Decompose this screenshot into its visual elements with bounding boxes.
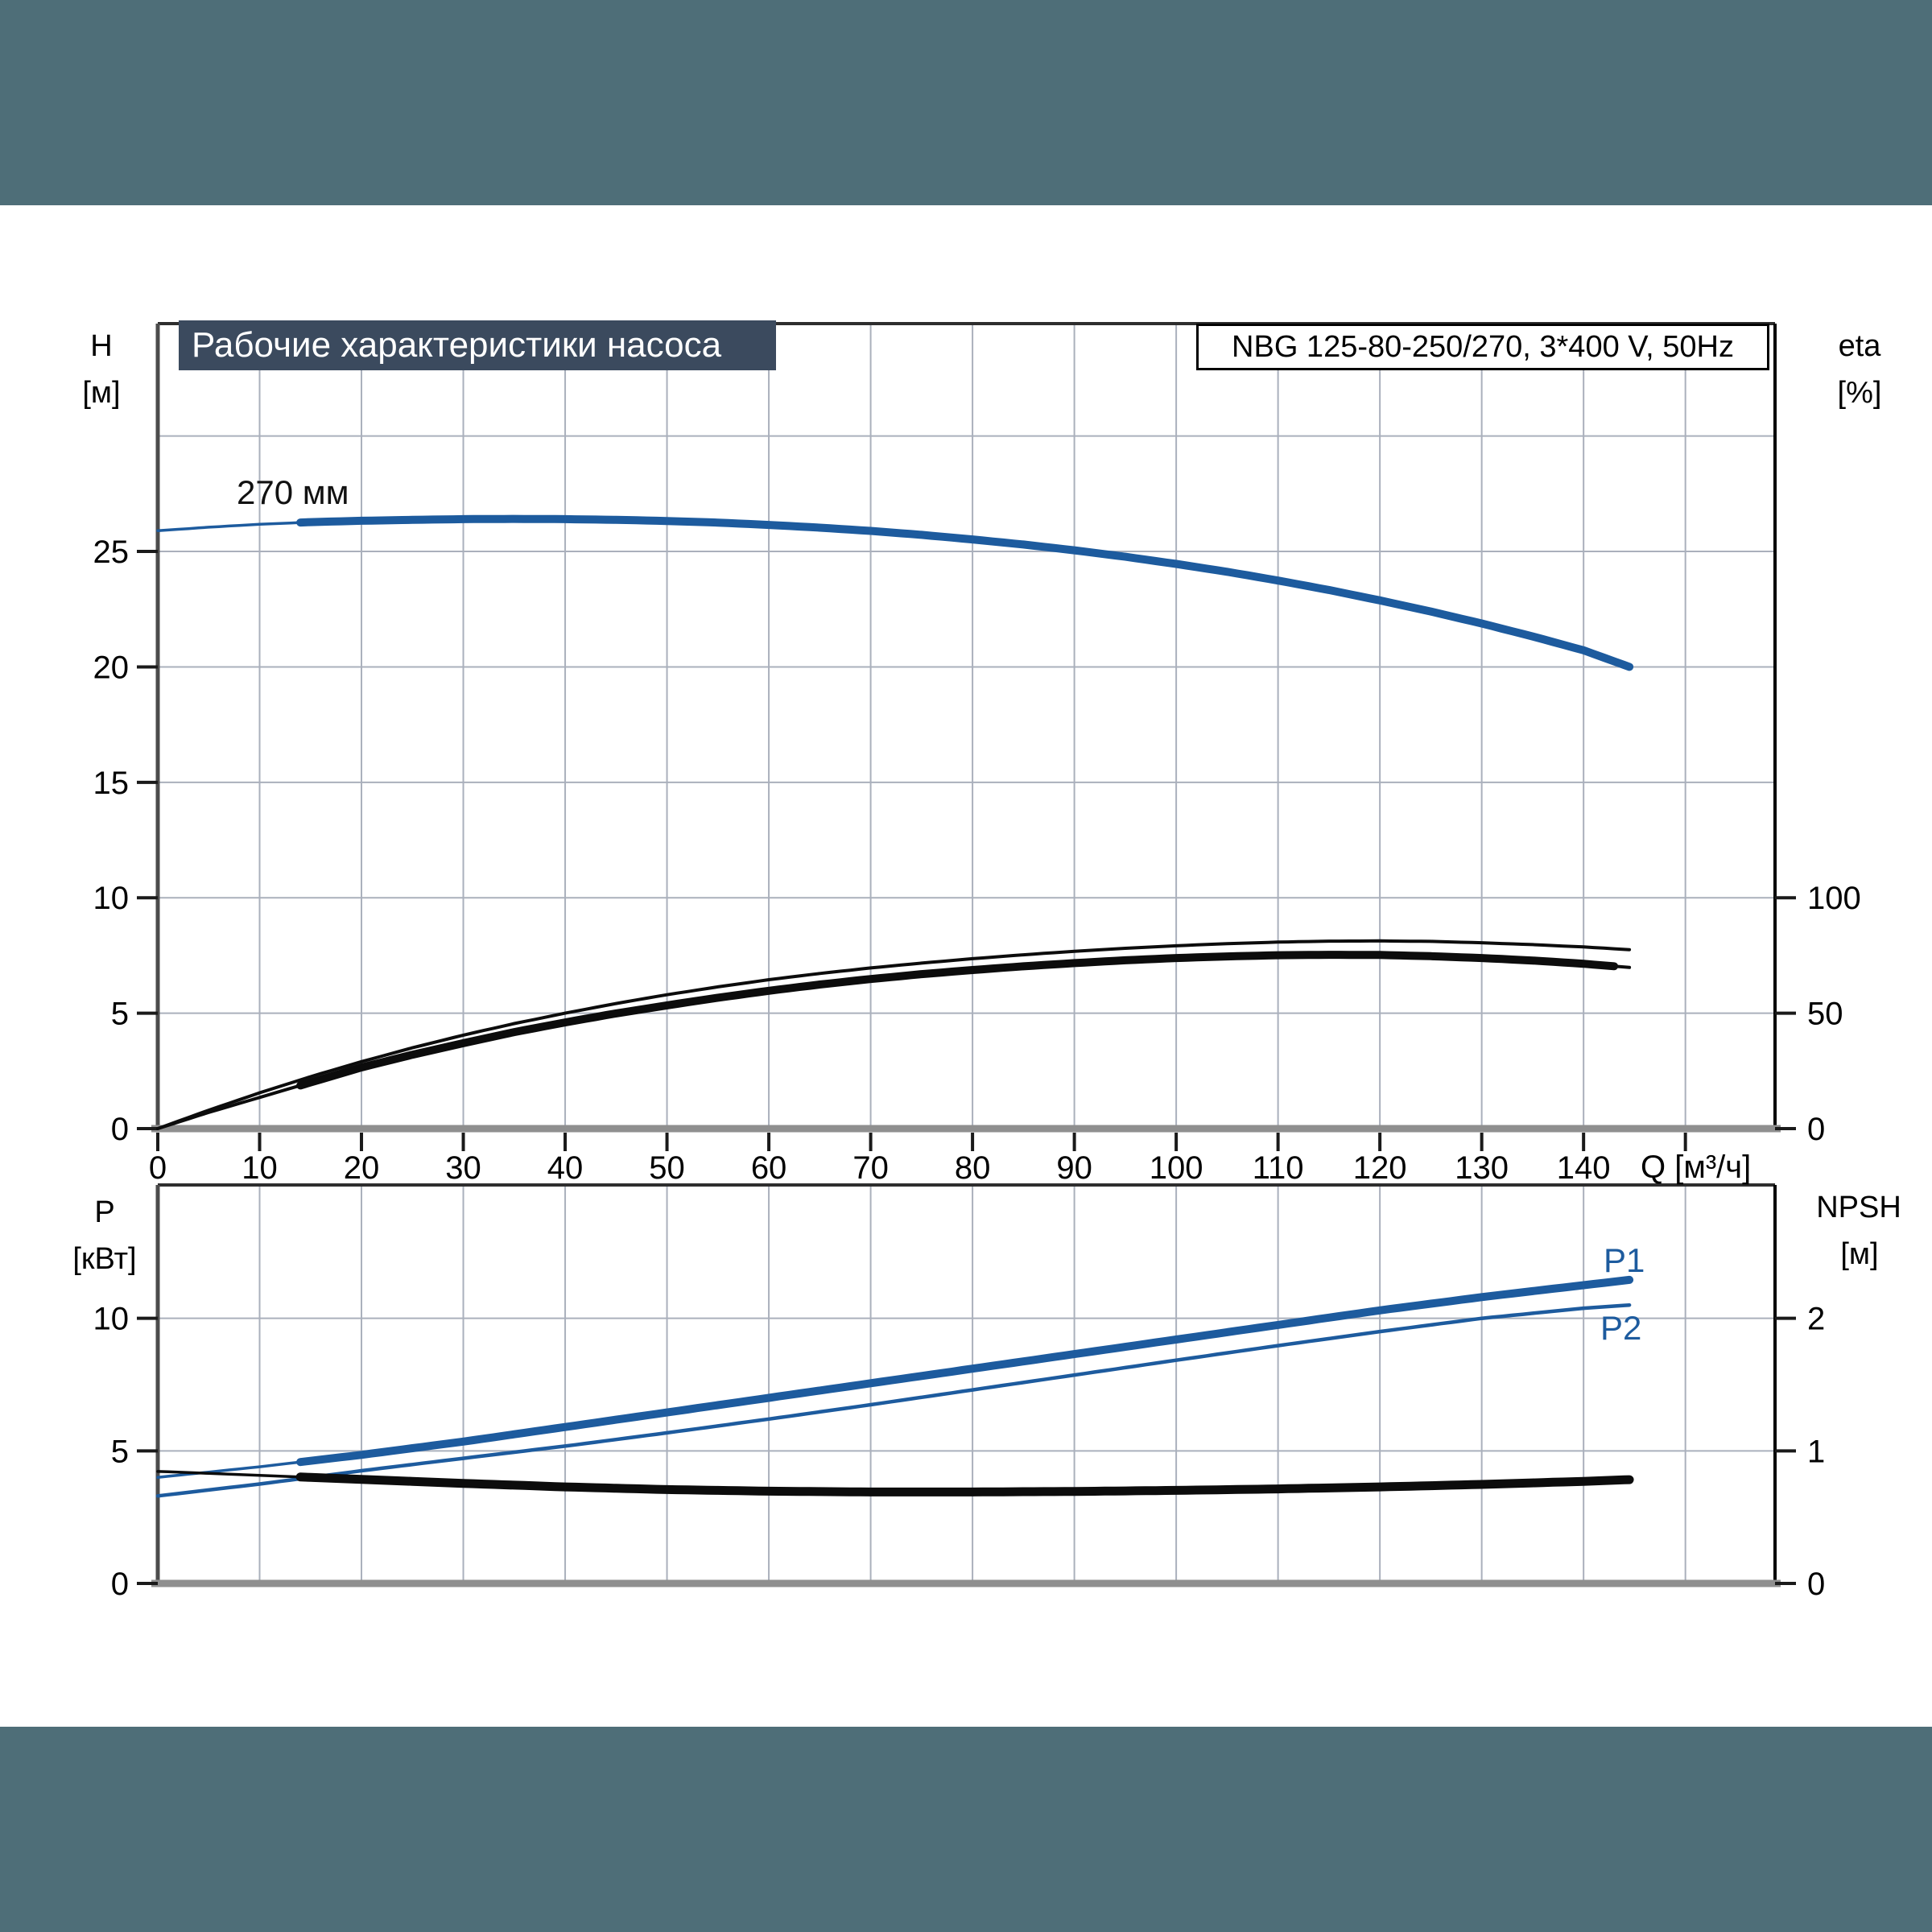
svg-text:2: 2 <box>1807 1302 1825 1337</box>
svg-text:40: 40 <box>547 1150 584 1186</box>
svg-text:15: 15 <box>93 766 130 801</box>
curve-p1-thick <box>296 1275 1634 1467</box>
svg-text:50: 50 <box>1807 997 1843 1032</box>
svg-text:100: 100 <box>1150 1150 1203 1186</box>
svg-text:10: 10 <box>93 1302 130 1337</box>
svg-text:10: 10 <box>242 1150 278 1186</box>
curve-npsh-thick <box>295 1472 1634 1496</box>
p1-curve-label: P1 <box>1604 1241 1645 1279</box>
svg-text:0: 0 <box>111 1567 129 1602</box>
h-axis-unit: [м] <box>82 376 121 410</box>
impeller-270mm-curve-label: 270 мм <box>237 473 349 511</box>
svg-text:60: 60 <box>751 1150 787 1186</box>
curve-eta-lower-thick <box>296 951 1619 1090</box>
svg-text:80: 80 <box>955 1150 991 1186</box>
svg-text:110: 110 <box>1253 1150 1304 1186</box>
svg-text:0: 0 <box>1807 1112 1825 1147</box>
curve-eta-upper <box>156 939 1632 1130</box>
curve-p2 <box>155 1302 1632 1498</box>
p-axis-unit: [кВт] <box>72 1242 137 1276</box>
npsh-axis-label: NPSH <box>1816 1191 1901 1224</box>
svg-text:0: 0 <box>1807 1567 1825 1602</box>
svg-text:90: 90 <box>1056 1150 1092 1186</box>
svg-text:100: 100 <box>1807 881 1861 916</box>
svg-text:20: 20 <box>344 1150 380 1186</box>
curve-h-270-мм-thick <box>296 514 1634 671</box>
svg-text:10: 10 <box>93 881 130 916</box>
svg-text:120: 120 <box>1353 1150 1407 1186</box>
svg-text:50: 50 <box>649 1150 685 1186</box>
chart-title-bar: Рабочие характеристики насоса <box>179 320 776 370</box>
svg-text:1: 1 <box>1807 1434 1825 1469</box>
eta-axis-label: eta <box>1838 329 1881 363</box>
svg-text:30: 30 <box>445 1150 481 1186</box>
npsh-axis-unit: [м] <box>1840 1237 1879 1271</box>
h-axis-label: H <box>90 329 113 363</box>
svg-text:0: 0 <box>111 1112 129 1147</box>
svg-text:70: 70 <box>852 1150 889 1186</box>
top-border-bar <box>0 0 1932 205</box>
svg-text:20: 20 <box>93 650 130 685</box>
eta-axis-unit: [%] <box>1837 376 1882 410</box>
pump-model-box: NBG 125-80-250/270, 3*400 V, 50Hz <box>1196 324 1769 370</box>
svg-text:25: 25 <box>93 535 130 570</box>
svg-text:130: 130 <box>1455 1150 1509 1186</box>
svg-text:140: 140 <box>1557 1150 1611 1186</box>
bottom-border-bar <box>0 1727 1932 1932</box>
curve-h-270-мм <box>156 517 1631 669</box>
q-axis-label: Q [м³/ч] <box>1641 1150 1752 1185</box>
svg-text:5: 5 <box>111 997 129 1032</box>
p-axis-label: P <box>94 1195 115 1229</box>
svg-text:5: 5 <box>111 1434 129 1469</box>
svg-text:0: 0 <box>149 1150 167 1186</box>
p2-curve-label: P2 <box>1600 1309 1642 1347</box>
